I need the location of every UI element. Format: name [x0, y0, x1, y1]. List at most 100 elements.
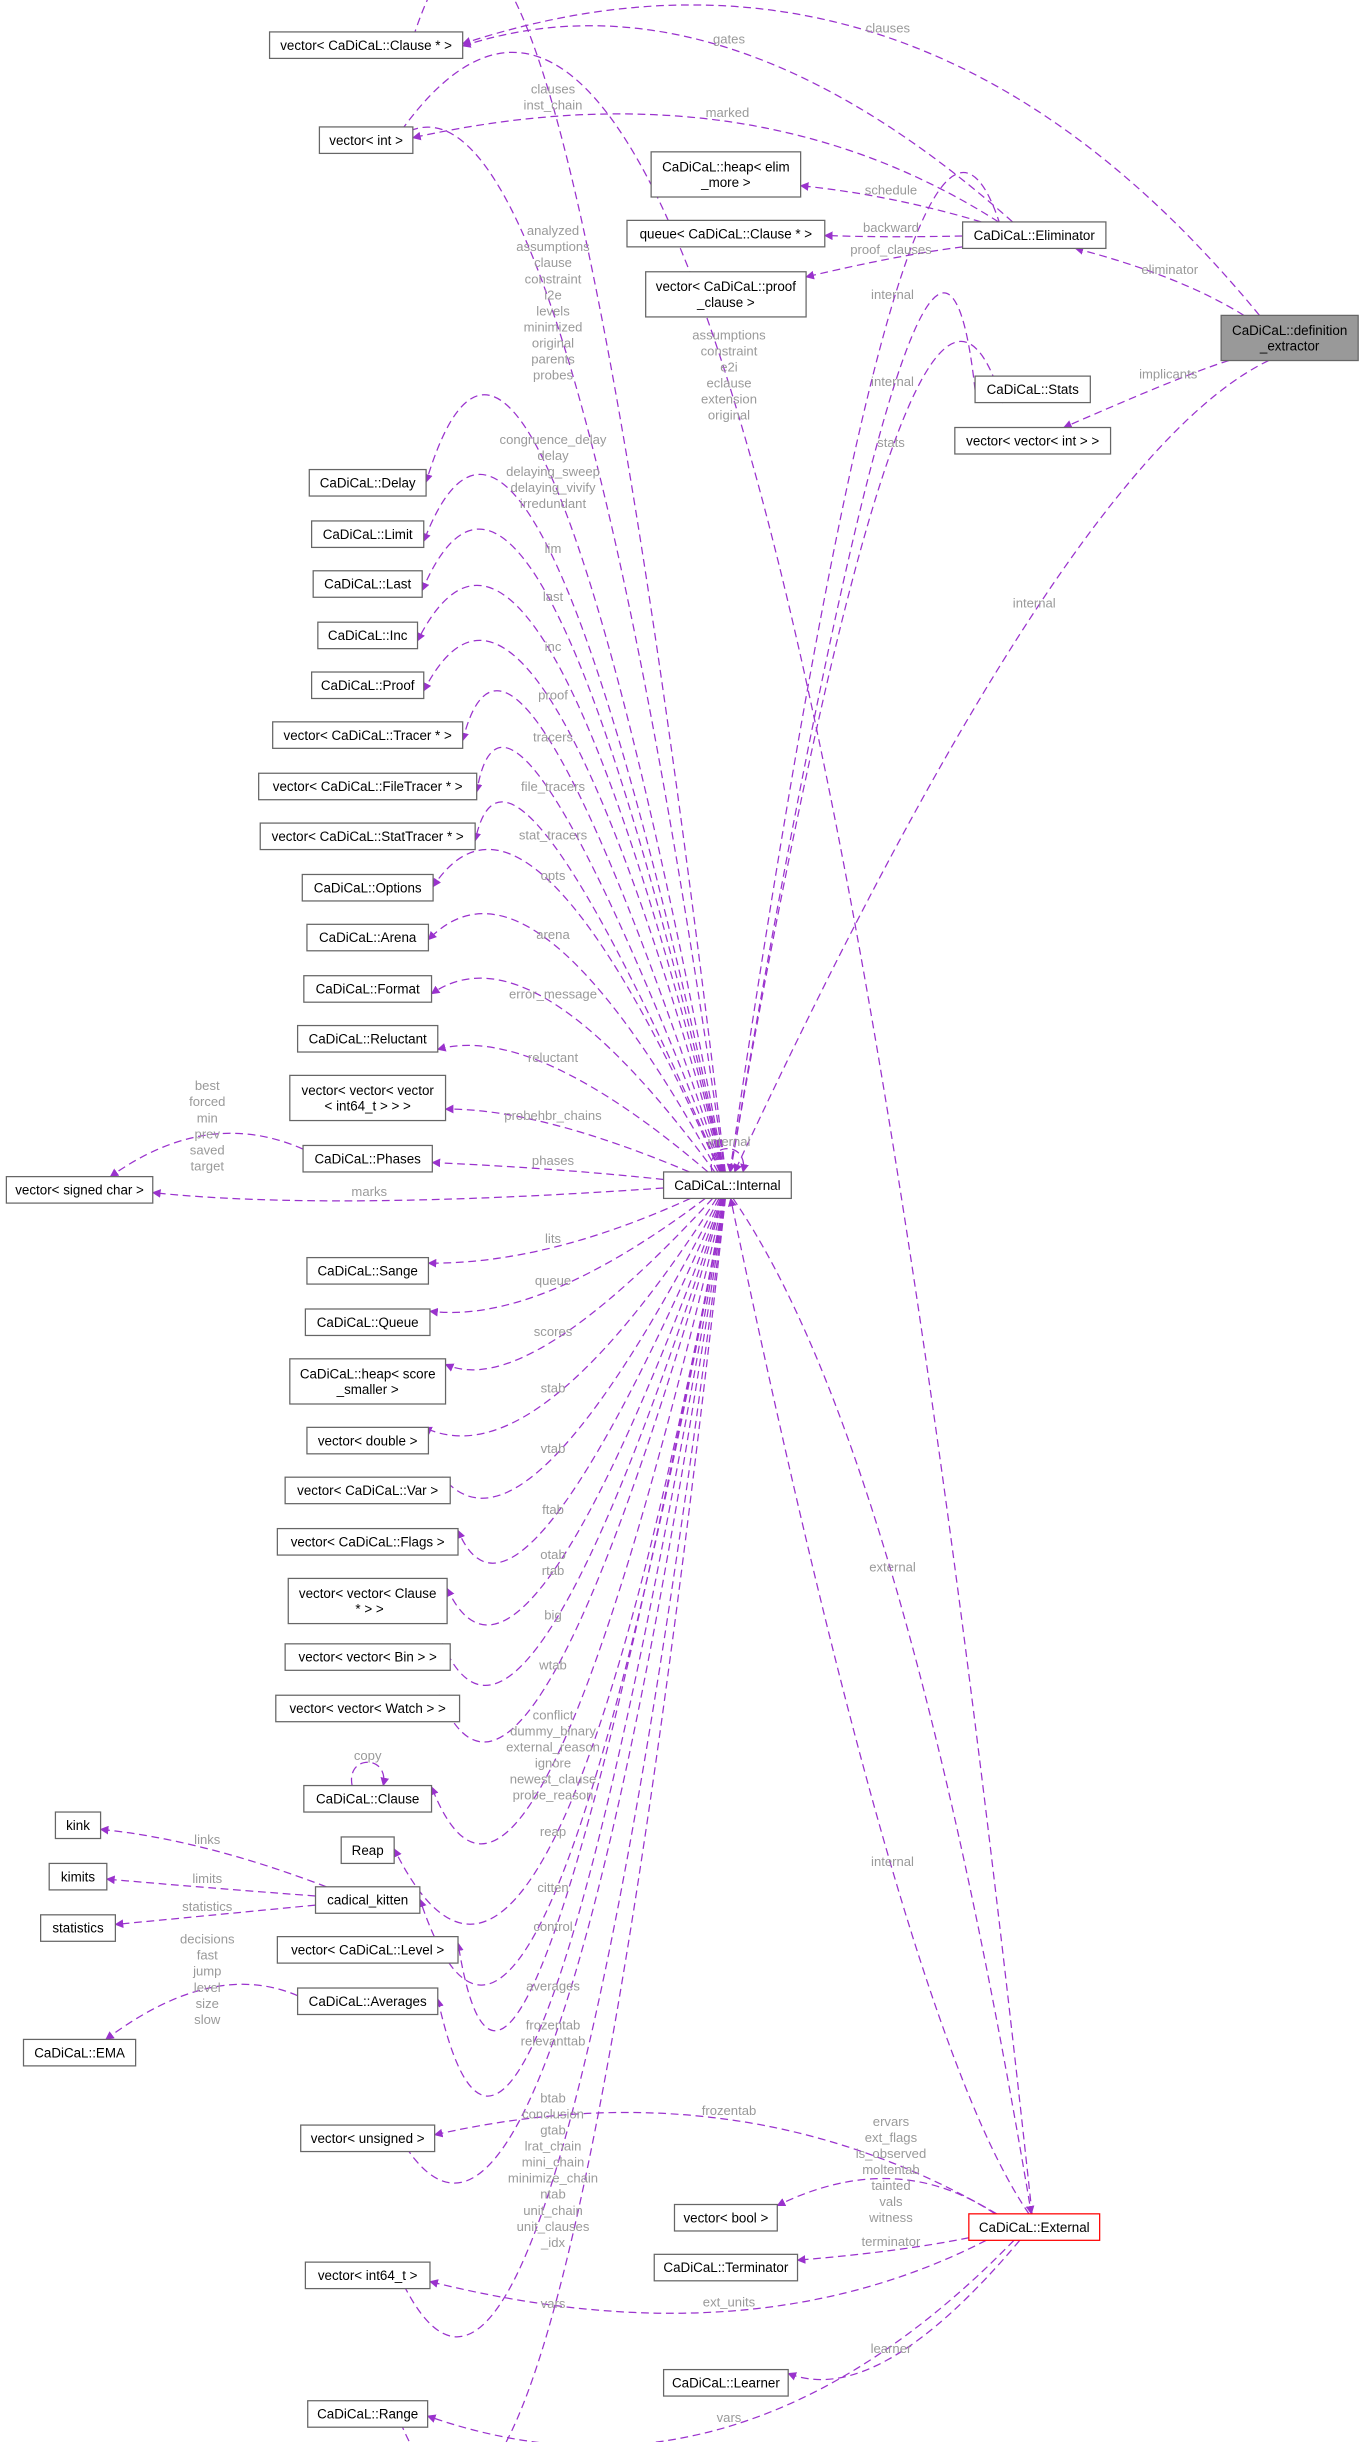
- edge: [1063, 359, 1230, 429]
- node-box: [974, 375, 1091, 404]
- node-box: [5, 1175, 154, 1204]
- node-box: [296, 1987, 439, 2016]
- edge: [99, 1825, 327, 1888]
- edge: [796, 2237, 969, 2264]
- node-label: vector< CaDiCaL::StatTracer * >: [272, 829, 464, 844]
- node-box: [310, 520, 425, 549]
- edge: [416, 584, 724, 1173]
- node-box: [673, 2203, 778, 2232]
- node-box: [48, 1862, 108, 1891]
- node-label: vector< CaDiCaL::Clause * >: [280, 38, 452, 53]
- edge-label: big: [544, 1608, 561, 1623]
- edge-label: internal: [871, 1854, 914, 1869]
- edge: [151, 1187, 664, 1202]
- edge: [432, 848, 721, 1173]
- edge: [472, 801, 722, 1173]
- edge: [461, 4, 1260, 316]
- node-label: vector< vector< Clause * > >: [299, 1586, 437, 1617]
- node-box: [303, 975, 433, 1003]
- edge: [427, 1197, 691, 1268]
- node-box: [307, 2400, 429, 2428]
- edge-label: vars: [541, 2296, 566, 2311]
- edge-label: internal: [871, 374, 914, 389]
- edge: [435, 1198, 726, 2097]
- node-label: vector< CaDiCaL::Level >: [291, 1943, 444, 1958]
- node-box: [306, 1426, 430, 1455]
- edge-label: last: [543, 589, 564, 604]
- node-box: [340, 1836, 395, 1865]
- node-label: CaDiCaL::Queue: [317, 1315, 419, 1330]
- edge: [105, 1983, 298, 2040]
- edge-label: terminator: [862, 2234, 922, 2249]
- node-box: [284, 1643, 451, 1671]
- edge-label: queue: [535, 1273, 571, 1288]
- edge: [429, 1197, 706, 1317]
- edge: [776, 2177, 996, 2215]
- edge-label: reap: [540, 1824, 566, 1839]
- edge: [454, 1198, 725, 2032]
- edge: [436, 1043, 709, 1173]
- node-label: CaDiCaL::Reluctant: [309, 1031, 427, 1046]
- edge-label: scores: [534, 1324, 573, 1339]
- edge-label: clauses inst_chain: [524, 81, 583, 112]
- node-box: [303, 1784, 433, 1813]
- node-label: CaDiCaL::Last: [324, 577, 411, 592]
- edge: [727, 1197, 1030, 2215]
- node-label: CaDiCaL::Stats: [987, 382, 1079, 397]
- edge-label: error_message: [509, 986, 597, 1001]
- node-label: CaDiCaL::Terminator: [663, 2260, 788, 2275]
- node-box: [268, 31, 464, 60]
- node-label: vector< vector< int > >: [966, 433, 1099, 448]
- edge: [431, 1158, 664, 1181]
- node-label: CaDiCaL::Clause: [316, 1791, 419, 1806]
- edge-label: conflict dummy_binary external_reason ignor…: [506, 1707, 600, 1802]
- node-box: [645, 271, 807, 318]
- node-box: [626, 219, 826, 248]
- node-label: vector< vector< Watch > >: [290, 1701, 447, 1716]
- node-label: CaDiCaL::Averages: [309, 1994, 427, 2009]
- edge-label: learner: [871, 2341, 912, 2356]
- edge-label: btab conclusion gtab lrat_chain mini_chain mi…: [508, 2090, 598, 2249]
- edge-label: internal: [1013, 595, 1056, 610]
- node-label: vector< double >: [318, 1433, 418, 1448]
- node-label: CaDiCaL::Internal: [674, 1178, 780, 1193]
- node-label: CaDiCaL::Proof: [321, 678, 415, 693]
- edge: [392, 1198, 726, 2338]
- node-label: vector< int64_t >: [318, 2268, 418, 2283]
- node-label: vector< CaDiCaL::Tracer * >: [284, 728, 452, 743]
- edge-label: ext_units: [703, 2295, 756, 2310]
- edge: [710, 1148, 749, 1173]
- edge-label: gates: [713, 32, 745, 47]
- node-box: [287, 1577, 448, 1625]
- node-box: [301, 873, 434, 902]
- edge-label: vtab: [541, 1441, 566, 1456]
- edge-label: stab: [541, 1380, 566, 1395]
- edge-label: congruence_delay delay delaying_sweep delay…: [500, 432, 607, 511]
- edge: [430, 1198, 725, 1845]
- edge-label: marks: [351, 1184, 387, 1199]
- node-box: [296, 1024, 439, 1053]
- node-box: [304, 2261, 431, 2290]
- node-box: [304, 1308, 431, 1337]
- node-box: [1220, 314, 1359, 362]
- edge: [114, 1904, 316, 1929]
- node-box: [954, 426, 1112, 455]
- node-label: kimits: [61, 1869, 95, 1884]
- node-label: CaDiCaL::Range: [317, 2407, 418, 2422]
- edge-label: probehbr_chains: [504, 1108, 602, 1123]
- node-box: [968, 2213, 1101, 2241]
- edge: [787, 2239, 1021, 2381]
- edge-label: file_tracers: [521, 779, 585, 794]
- edge-label: tracers: [533, 729, 573, 744]
- edge-label: otab rtab: [540, 1547, 565, 1578]
- edge: [105, 1875, 316, 1897]
- node-box: [308, 468, 427, 497]
- edge-label: frozentab relevanttab: [521, 2017, 586, 2048]
- node-label: vector< CaDiCaL::FileTracer * >: [273, 779, 463, 794]
- edge: [423, 639, 724, 1173]
- edge: [390, 1198, 727, 2442]
- edge: [729, 341, 1005, 1173]
- edge: [727, 292, 976, 1173]
